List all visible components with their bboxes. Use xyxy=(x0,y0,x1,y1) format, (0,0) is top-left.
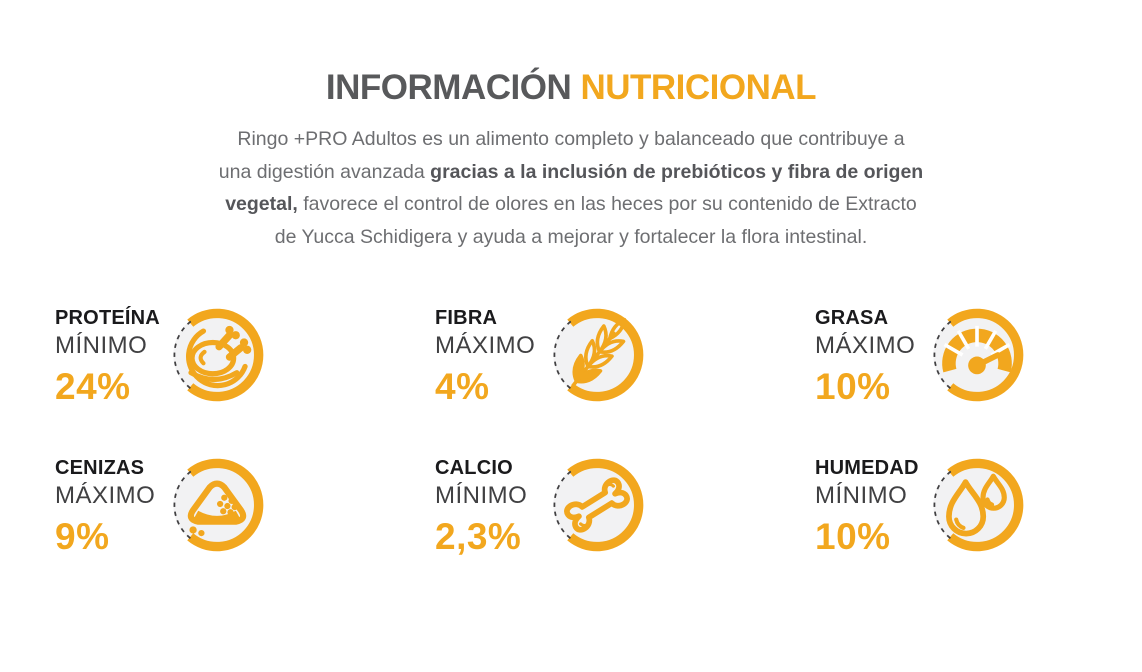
nutrient-value: 9% xyxy=(55,515,110,557)
wheat-icon xyxy=(545,303,649,407)
nutrient-value: 10% xyxy=(815,515,891,557)
nutrient-card: CENIZAS MÁXIMO 9% xyxy=(55,453,435,557)
nutrient-qualifier: MÍNIMO xyxy=(55,332,148,360)
water-drops-icon xyxy=(925,453,1029,557)
nutrient-card: GRASA MÁXIMO 10% xyxy=(815,303,1142,407)
nutrient-name: FIBRA xyxy=(435,307,498,330)
nutrient-name: GRASA xyxy=(815,307,889,330)
nutrient-badge xyxy=(925,303,1029,407)
nutrient-card: FIBRA MÁXIMO 4% xyxy=(435,303,815,407)
page-title-accent: NUTRICIONAL xyxy=(580,68,817,107)
nutrient-name: CALCIO xyxy=(435,457,513,480)
nutrient-value: 24% xyxy=(55,365,131,407)
nutrient-name: PROTEÍNA xyxy=(55,307,160,330)
nutrient-qualifier: MÁXIMO xyxy=(435,332,536,360)
nutrient-value: 2,3% xyxy=(435,515,522,557)
badge-ring xyxy=(933,309,1024,402)
nutrient-qualifier: MÍNIMO xyxy=(815,482,908,510)
nutrient-text-block: HUMEDAD MÍNIMO 10% xyxy=(815,453,925,554)
nutrition-section: INFORMACIÓN NUTRICIONAL Ringo +PRO Adult… xyxy=(0,0,1142,557)
page-title: INFORMACIÓN NUTRICIONAL xyxy=(0,0,1142,108)
nutrient-qualifier: MÁXIMO xyxy=(815,332,916,360)
nutrient-text-block: GRASA MÁXIMO 10% xyxy=(815,303,925,404)
nutrient-card: PROTEÍNA MÍNIMO 24% xyxy=(55,303,435,407)
gauge-icon xyxy=(925,303,1029,407)
nutrient-text-block: PROTEÍNA MÍNIMO 24% xyxy=(55,303,165,404)
badge-ring xyxy=(173,459,264,552)
nutrient-qualifier: MÁXIMO xyxy=(55,482,156,510)
nutrient-text-block: CALCIO MÍNIMO 2,3% xyxy=(435,453,545,554)
bone-icon xyxy=(545,453,649,557)
nutrient-name: HUMEDAD xyxy=(815,457,919,480)
section-description: Ringo +PRO Adultos es un alimento comple… xyxy=(219,123,924,253)
roast-chicken-icon xyxy=(165,303,269,407)
nutrient-qualifier: MÍNIMO xyxy=(435,482,528,510)
nutrient-badge xyxy=(165,303,269,407)
nutrient-badge xyxy=(545,453,649,557)
nutrient-card: HUMEDAD MÍNIMO 10% xyxy=(815,453,1142,557)
description-lead: Ringo +PRO Adultos es un alimento comple… xyxy=(218,128,905,183)
nutrients-grid: PROTEÍNA MÍNIMO 24% FIBR xyxy=(0,303,1142,557)
description-tail: favorece el control de olores en las hec… xyxy=(274,193,917,248)
page-title-primary: INFORMACIÓN xyxy=(325,68,572,107)
nutrient-text-block: CENIZAS MÁXIMO 9% xyxy=(55,453,165,554)
nutrient-badge xyxy=(165,453,269,557)
ash-pile-icon xyxy=(165,453,269,557)
description-bold: gracias a la inclusión de prebióticos y … xyxy=(225,160,924,216)
nutrient-value: 4% xyxy=(435,365,490,407)
nutrient-value: 10% xyxy=(815,365,891,407)
nutrient-badge xyxy=(925,453,1029,557)
nutrient-badge xyxy=(545,303,649,407)
nutrient-name: CENIZAS xyxy=(55,457,145,480)
nutrient-card: CALCIO MÍNIMO 2,3% xyxy=(435,453,815,557)
nutrient-text-block: FIBRA MÁXIMO 4% xyxy=(435,303,545,404)
